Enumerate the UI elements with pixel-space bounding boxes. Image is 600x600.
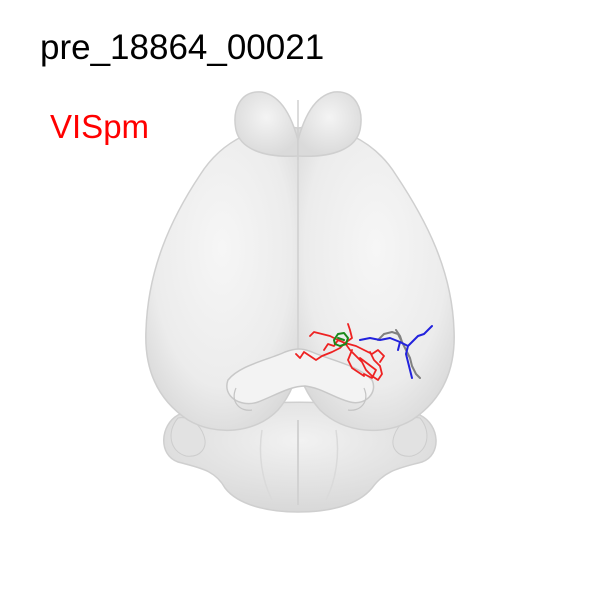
cerebral-cortex: [145, 126, 455, 432]
neuron-other-branch: [377, 329, 421, 379]
neuron-dendrites: [295, 323, 385, 381]
brain-region-label: VISpm: [50, 108, 150, 145]
neuron-reconstruction: [295, 323, 433, 381]
sample-id-title: pre_18864_00021: [40, 28, 325, 67]
neuron-axon: [359, 325, 433, 379]
olfactory-bulbs: [234, 91, 362, 160]
neuron-soma: [333, 332, 349, 347]
